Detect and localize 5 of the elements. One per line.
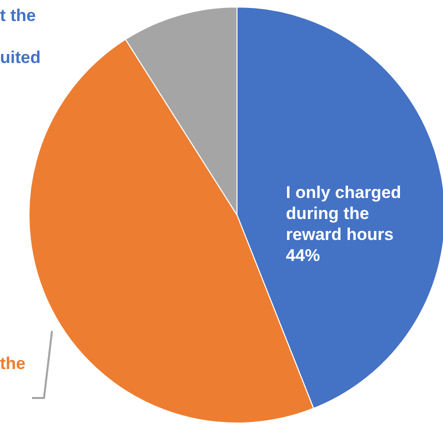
text: t the	[0, 6, 36, 25]
slice-label: I only charged during the reward hours	[286, 183, 402, 244]
text: uited	[0, 48, 41, 67]
data-label: 44%	[286, 246, 320, 266]
text: the	[0, 354, 26, 373]
